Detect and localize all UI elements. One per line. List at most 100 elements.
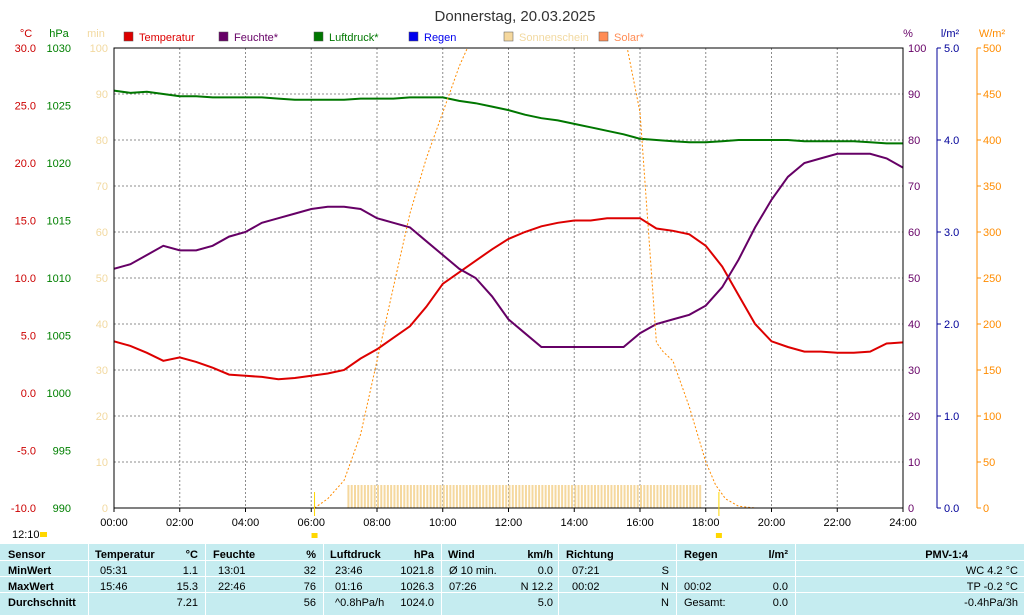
footer-time-marker: [40, 532, 47, 537]
header-temp-unit: °C: [185, 549, 198, 561]
y-tick-label-temp: 30.0: [15, 43, 36, 55]
series-line-temp: [114, 217, 903, 381]
y-tick-label-solar: 300: [983, 227, 1001, 239]
y-axis-temp: 30.0 25.0 20.0 15.0 10.0 5.0 0.0 -5.0 -10.0: [11, 43, 36, 515]
row-temp-time: 05:31: [100, 565, 128, 577]
x-tick-label: 00:00: [100, 517, 128, 529]
table-row-separator: [0, 592, 1024, 593]
row-press-value: 1021.8: [400, 565, 434, 577]
x-tick-label: 12:00: [495, 517, 523, 529]
row-label: MaxWert: [8, 581, 54, 593]
row-temp-value: 7.21: [176, 597, 198, 609]
sunshine-bar: [505, 485, 508, 508]
table-separator: [558, 544, 559, 615]
y-tick-label-solar: 500: [983, 43, 1001, 55]
y-tick-label-hum: 50: [908, 273, 920, 285]
row-label: Durchschnitt: [8, 597, 76, 609]
sunshine-bar: [561, 485, 564, 508]
sunshine-bar: [636, 485, 639, 508]
chart-background: [0, 0, 1024, 544]
y-tick-label-rain: 3.0: [944, 227, 959, 239]
table-row-separator: [0, 560, 1024, 561]
sunshine-bar: [620, 485, 623, 508]
sunshine-bar: [357, 485, 360, 508]
sunshine-bar: [482, 485, 485, 508]
sunshine-bar: [475, 485, 478, 508]
y-tick-label-sunmin: 10: [96, 457, 108, 469]
y-tick-label-solar: 150: [983, 365, 1001, 377]
sunshine-bar: [452, 485, 455, 508]
x-tick-label: 20:00: [758, 517, 786, 529]
sunshine-bar: [367, 485, 370, 508]
x-tick-label: 22:00: [823, 517, 851, 529]
legend-swatch: [218, 31, 229, 42]
sun-marker: [311, 533, 318, 538]
sunshine-bar: [643, 485, 646, 508]
sunshine-bar: [521, 485, 524, 508]
row-wind-value: 5.0: [537, 597, 553, 609]
series-lines: [114, 48, 903, 508]
row-press-value: 1026.3: [400, 581, 434, 593]
sunshine-bar: [692, 485, 695, 508]
footer-time: 12:10: [12, 529, 40, 541]
axis-unit-temp: °C: [20, 28, 32, 40]
sunshine-bar: [616, 485, 619, 508]
legend-label: Solar*: [614, 32, 645, 44]
sunshine-bar: [547, 485, 550, 508]
statistics-table: Sensor Temperatur °C Feuchte% Luftdruck hPa Wi…: [0, 544, 1024, 615]
y-tick-label-sunmin: 60: [96, 227, 108, 239]
sunshine-bar: [511, 485, 514, 508]
sunshine-bar: [386, 485, 389, 508]
y-tick-label-solar: 50: [983, 457, 995, 469]
table-separator: [795, 544, 796, 615]
sunshine-bar: [584, 485, 587, 508]
y-axes: 30.025.020.015.010.05.00.0-5.0-10.010301…: [11, 43, 1001, 515]
y-tick-label-solar: 450: [983, 89, 1001, 101]
row-temp-time: 15:46: [100, 581, 128, 593]
y-tick-label-press: 1005: [47, 331, 71, 343]
sunshine-bar: [488, 485, 491, 508]
sunshine-bar: [370, 485, 373, 508]
sunshine-bar: [613, 485, 616, 508]
y-tick-label-sunmin: 20: [96, 411, 108, 423]
row-pmv: TP -0.2 °C: [966, 581, 1018, 593]
sunshine-bar: [495, 485, 498, 508]
sunshine-bar: [610, 485, 613, 508]
row-press-time: 23:46: [335, 565, 363, 577]
series-line-press: [114, 89, 903, 145]
row-hum-value: 76: [303, 581, 316, 593]
time-markers: [311, 492, 722, 538]
y-tick-label-rain: 0.0: [944, 503, 959, 515]
row-dir-value: S: [661, 565, 669, 577]
row-hum-time: 22:46: [218, 581, 246, 593]
y-tick-label-temp: 25.0: [15, 101, 36, 113]
y-tick-label-temp: 0.0: [21, 388, 36, 400]
row-wind-time: 07:26: [449, 581, 477, 593]
y-tick-label-sunmin: 100: [90, 43, 108, 55]
row-wind-time: Ø 10 min.: [449, 565, 497, 577]
y-tick-label-sunmin: 80: [96, 135, 108, 147]
header-press-unit: hPa: [413, 549, 434, 561]
sunshine-bar: [695, 485, 698, 508]
sunshine-bar: [666, 485, 669, 508]
sunshine-bar: [541, 485, 544, 508]
sunshine-bar: [413, 485, 416, 508]
row-press-time: 01:16: [335, 581, 363, 593]
y-tick-label-sunmin: 30: [96, 365, 108, 377]
y-tick-label-hum: 10: [908, 457, 920, 469]
x-tick-label: 10:00: [429, 517, 457, 529]
header-dir: Richtung: [566, 549, 614, 561]
header-sensor: Sensor: [8, 549, 46, 561]
row-temp-value: 1.1: [182, 565, 198, 577]
sunshine-bar: [659, 485, 662, 508]
sunshine-bar: [409, 485, 412, 508]
sunshine-bar: [699, 485, 702, 508]
sunshine-bar: [465, 485, 468, 508]
y-tick-label-temp: 20.0: [15, 158, 36, 170]
axis-unit-hum: %: [903, 28, 913, 40]
sunshine-bar: [623, 485, 626, 508]
sunshine-bar: [350, 485, 353, 508]
sunshine-bar: [564, 485, 567, 508]
y-tick-label-hum: 100: [908, 43, 926, 55]
